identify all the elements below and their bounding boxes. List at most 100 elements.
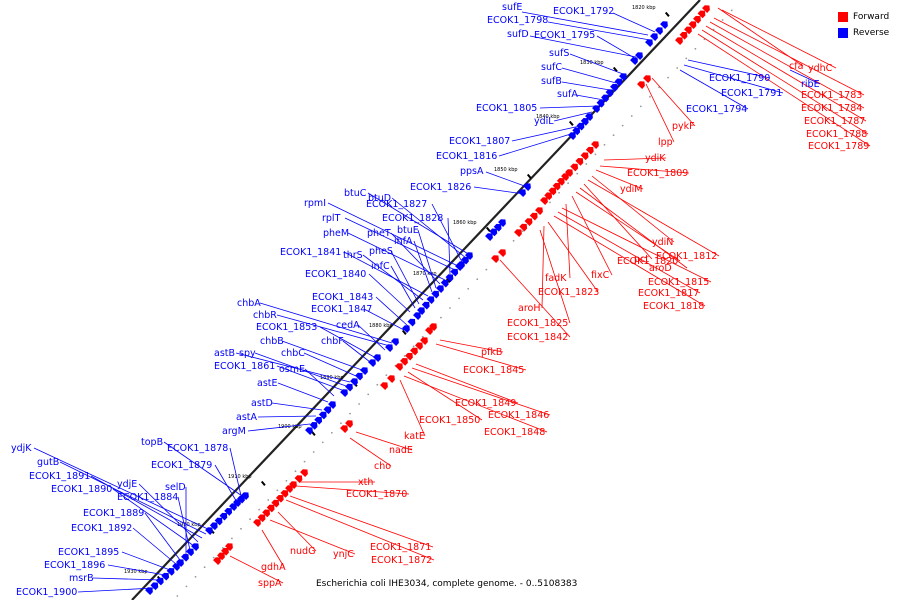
forward-gene [561,173,569,181]
forward-leader-line [561,207,712,283]
baseline-dot [476,278,479,281]
forward-gene [491,255,499,263]
reverse-gene-label: sufE [502,2,522,13]
forward-gene-label: ynjC [333,549,354,560]
baseline-dot [176,595,179,597]
reverse-leader-line [561,81,611,91]
baseline-dot [485,268,488,271]
forward-leader-line [295,485,410,495]
reverse-leader-line [390,250,420,305]
forward-gene [575,158,584,166]
forward-gene [693,15,701,24]
forward-gene [570,163,579,172]
reverse-leader-line [529,35,637,58]
reverse-gene-label: ECOK1_1861 [214,361,275,372]
forward-gene-label: ECOK1_1809 [627,168,688,179]
baseline-dot [412,345,415,348]
axis-tick-label: 1830 kbp [580,60,604,66]
forward-gene-label: ECOK1_1848 [484,427,545,438]
baseline-dot [212,556,215,559]
reverse-leader-line [344,217,456,271]
forward-gene [271,499,280,508]
forward-gene [213,557,221,565]
baseline-dot [621,124,624,127]
axis-tick-label: 1910 kbp [228,474,252,480]
forward-leader-line [399,379,426,437]
axis-tick-mark [568,120,574,126]
baseline-dot [312,451,315,453]
forward-gene [535,207,543,215]
reverse-gene [421,301,430,310]
baseline-dot [639,105,642,108]
baseline-dot [285,479,288,482]
reverse-gene-label: ECOK1_1841 [280,247,341,258]
reverse-leader-line [679,69,749,110]
baseline-dot [303,460,306,463]
baseline-dot [612,134,615,137]
reverse-gene [660,21,668,29]
forward-gene-label: gdhA [261,562,286,573]
reverse-gene-label: sufC [541,62,562,73]
forward-gene [679,31,688,40]
reverse-gene [413,312,421,320]
reverse-gene-label: rpmI [304,198,326,209]
reverse-gene [219,512,228,521]
forward-gene [300,469,308,477]
forward-gene-label: pfkB [481,347,502,358]
reverse-gene-label: cedA [336,320,360,331]
reverse-gene [605,89,614,97]
reverse-gene-label: ECOK1_1889 [83,508,144,519]
forward-gene [400,358,408,366]
reverse-gene [645,39,653,47]
forward-gene [702,5,710,13]
reverse-gene-label: ydiL [534,116,554,127]
forward-leader-line [709,21,865,109]
forward-leader-line [415,363,519,404]
reverse-leader-line [687,59,771,79]
reverse-gene [436,285,444,293]
axis-tick-label: 1930 kbp [124,569,148,575]
reverse-gene-label: astE [257,378,278,389]
forward-gene [345,420,353,428]
forward-leader-line [721,9,837,69]
reverse-gene [350,378,358,386]
reverse-gene [461,256,469,265]
forward-gene-label: ECOK1_1872 [371,555,432,566]
reverse-gene-label: astD [251,398,273,409]
forward-gene [429,323,437,331]
reverse-gene-label: pheM [323,228,349,239]
axis-tick-label: 1840 kbp [536,114,560,120]
forward-gene [294,475,303,483]
reverse-gene-label: sufS [549,48,569,59]
forward-gene-label: ECOK1_1823 [538,287,599,298]
reverse-leader-line [413,240,433,293]
forward-leader-line [229,555,284,584]
reverse-gene-label: astB [214,348,235,359]
reverse-genes [145,21,668,595]
forward-leader-line [595,169,644,190]
baseline-dot [340,422,342,425]
reverse-leader-line [683,64,784,94]
reverse-gene [465,252,473,260]
reverse-gene [309,422,318,430]
reverse-leader-line [561,67,617,84]
reverse-gene [635,52,643,60]
forward-gene [519,223,528,232]
reverse-gene [650,33,658,41]
reverse-gene-label: pheT [367,228,391,239]
reverse-gene [498,219,506,227]
forward-gene-label: ydiM [620,184,643,195]
reverse-leader-line [112,488,195,547]
reverse-gene-label: ECOK1_1795 [534,30,595,41]
axis-tick-label: 1920 kbp [177,522,201,528]
forward-gene [552,182,561,191]
forward-gene-label: ECOK1_1846 [488,410,549,421]
reverse-gene [328,401,336,409]
reverse-gene [614,78,623,87]
axis-tick-mark [260,480,266,486]
reverse-gene [181,553,189,562]
forward-gene-label: ECOK1_1870 [346,489,407,500]
reverse-gene-label: sufD [507,29,529,40]
reverse-gene-label: ECOK1_1891 [29,471,90,482]
reverse-leader-line [276,314,391,347]
